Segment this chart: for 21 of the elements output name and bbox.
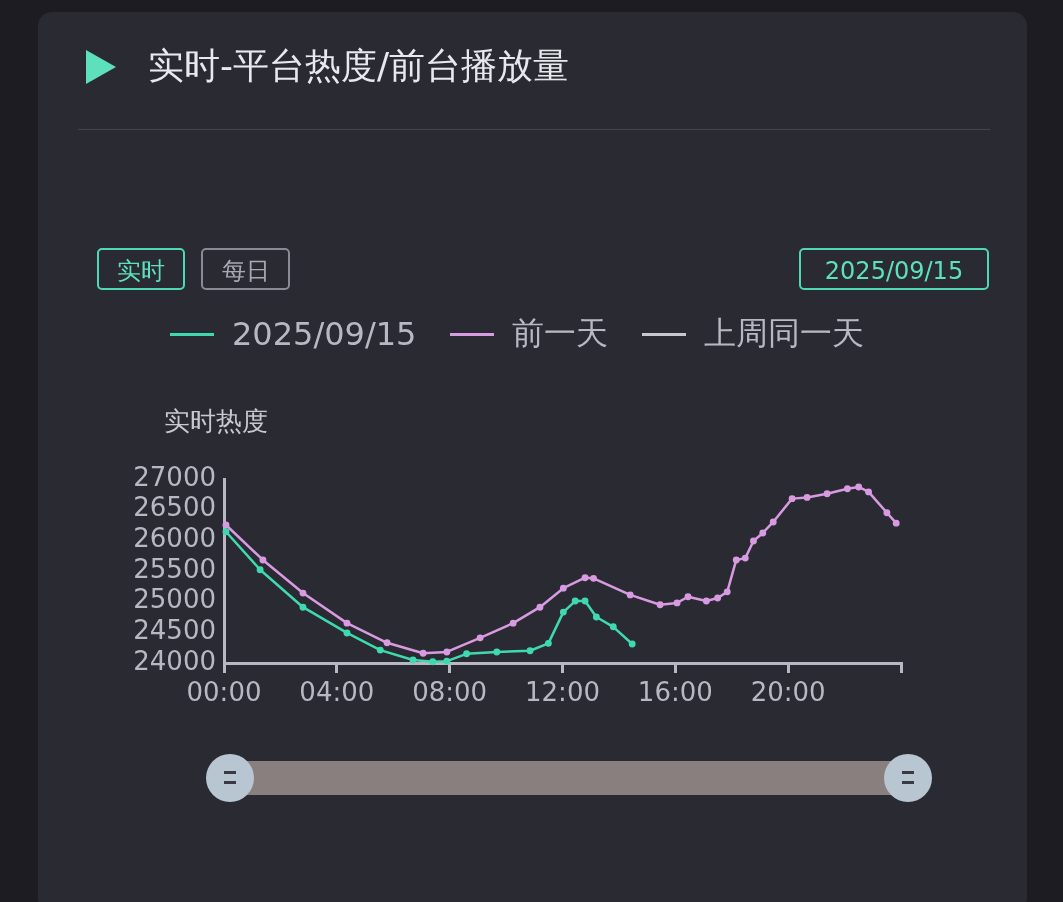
x-tick-label: 16:00 — [637, 677, 713, 708]
x-tick-label: 00:00 — [186, 677, 262, 708]
y-tick-label: 25000 — [133, 584, 216, 615]
y-tick-label: 25500 — [133, 553, 216, 584]
x-tick-label: 08:00 — [412, 677, 488, 708]
text: 2025/09/15 — [799, 248, 989, 290]
text: 每日 — [201, 248, 290, 290]
y-axis-title: 实时热度 — [164, 405, 268, 438]
y-tick-label: 26000 — [133, 523, 216, 554]
x-tick-label: 12:00 — [525, 677, 600, 708]
legend-label: 2025/09/15 — [232, 315, 417, 353]
legend-label: 前一天 — [512, 313, 609, 354]
x-tick-label: 04:00 — [299, 677, 375, 708]
y-tick-label: 24000 — [133, 645, 216, 676]
y-tick-label: 24500 — [133, 615, 216, 646]
text: 实时 — [97, 248, 185, 290]
x-tick-label: 20:00 — [750, 677, 826, 708]
y-tick-label: 26500 — [133, 492, 216, 523]
legend-label: 上周同一天 — [704, 313, 865, 354]
chart-title: 实时-平台热度/前台播放量 — [148, 44, 570, 88]
y-tick-label: 27000 — [133, 461, 216, 492]
